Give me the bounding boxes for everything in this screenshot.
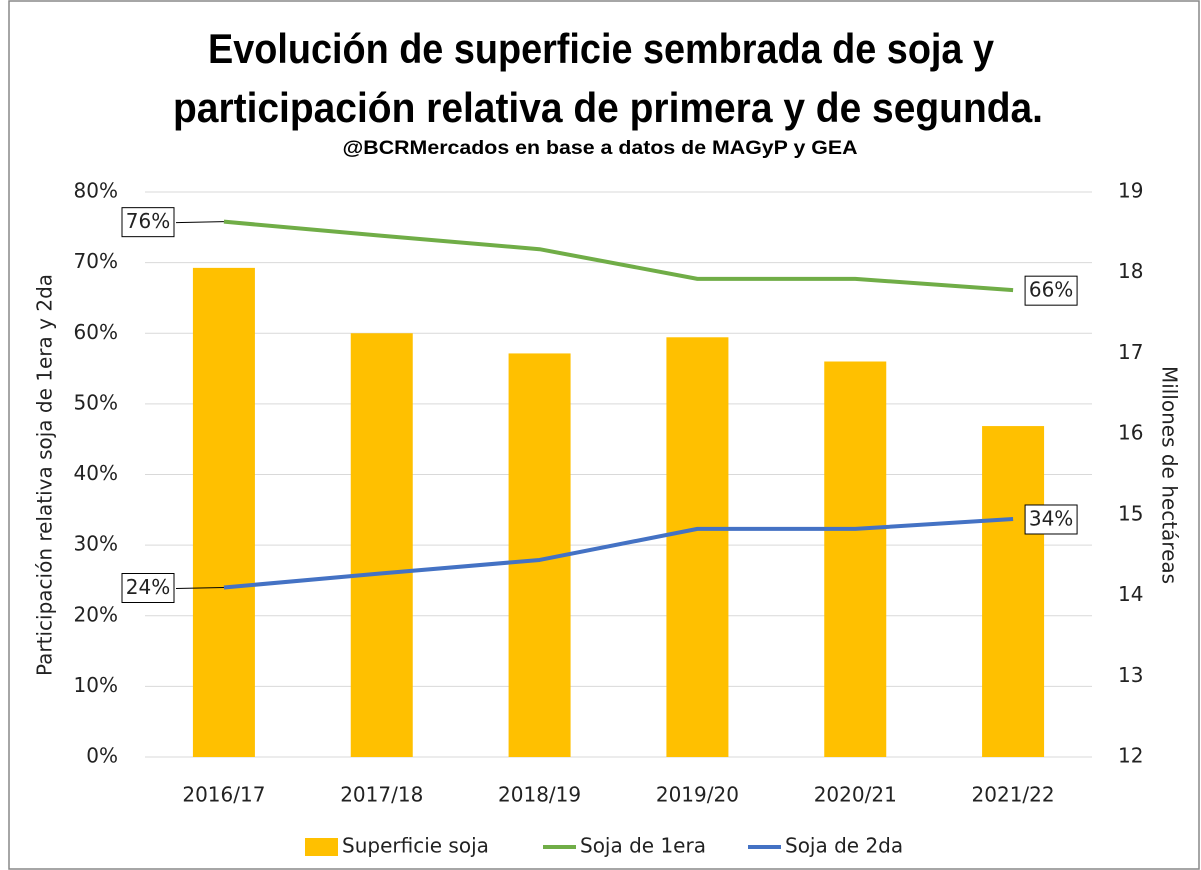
chart-subtitle: @BCRMercados en base a datos de MAGyP y … xyxy=(343,138,858,159)
x-tick-label: 2021/22 xyxy=(972,783,1055,807)
y2-tick-label: 14 xyxy=(1118,582,1143,606)
line xyxy=(223,516,1014,590)
y-tick-label: 50% xyxy=(74,390,118,414)
line xyxy=(223,219,1014,293)
label-box xyxy=(1024,275,1078,306)
label-box xyxy=(121,573,175,603)
y-axis-label: Participación relativa soja de 1era y 2d… xyxy=(33,274,57,676)
x-tick-label: 2020/21 xyxy=(814,783,897,807)
chart-title: participación relativa de primera y de s… xyxy=(173,84,1043,131)
x-tick-label: 2016/17 xyxy=(182,783,265,807)
leader-line xyxy=(175,587,224,589)
y2-tick-label: 19 xyxy=(1118,179,1143,203)
bar xyxy=(666,337,729,757)
y2-tick-label: 13 xyxy=(1118,663,1143,687)
label-box xyxy=(121,207,175,238)
y-tick-label: 40% xyxy=(74,461,118,485)
leader-line xyxy=(175,221,224,224)
legend-label: Soja de 1era xyxy=(580,834,706,858)
legend-swatch xyxy=(305,838,338,856)
bar xyxy=(350,333,413,757)
y-tick-label: 60% xyxy=(74,320,118,344)
bar xyxy=(982,426,1045,757)
x-tick-label: 2017/18 xyxy=(340,783,423,807)
chart-title: Evolución de superficie sembrada de soja… xyxy=(208,25,995,72)
y-tick-label: 0% xyxy=(86,744,118,768)
x-tick-label: 2019/20 xyxy=(656,783,739,807)
y2-axis-label: Millones de hectáreas xyxy=(1158,366,1182,584)
y2-tick-label: 15 xyxy=(1118,501,1143,525)
data-label: 66% xyxy=(1029,278,1073,302)
legend-label: Soja de 2da xyxy=(785,834,903,858)
y-tick-label: 10% xyxy=(74,673,118,697)
y2-tick-label: 12 xyxy=(1118,744,1143,768)
data-label: 24% xyxy=(126,575,170,599)
data-label: 76% xyxy=(126,209,170,233)
y-tick-label: 80% xyxy=(74,179,118,203)
y2-tick-label: 18 xyxy=(1118,259,1143,283)
y2-tick-label: 16 xyxy=(1118,421,1143,445)
x-tick-label: 2018/19 xyxy=(498,783,581,807)
y-tick-label: 20% xyxy=(74,602,118,626)
bar xyxy=(192,267,255,757)
data-label: 34% xyxy=(1029,506,1073,530)
legend-label: Superficie soja xyxy=(342,834,489,858)
y-tick-label: 70% xyxy=(74,249,118,273)
bar xyxy=(824,361,887,757)
label-box xyxy=(1024,504,1078,535)
y-tick-label: 30% xyxy=(74,532,118,556)
y2-tick-label: 17 xyxy=(1118,340,1143,364)
